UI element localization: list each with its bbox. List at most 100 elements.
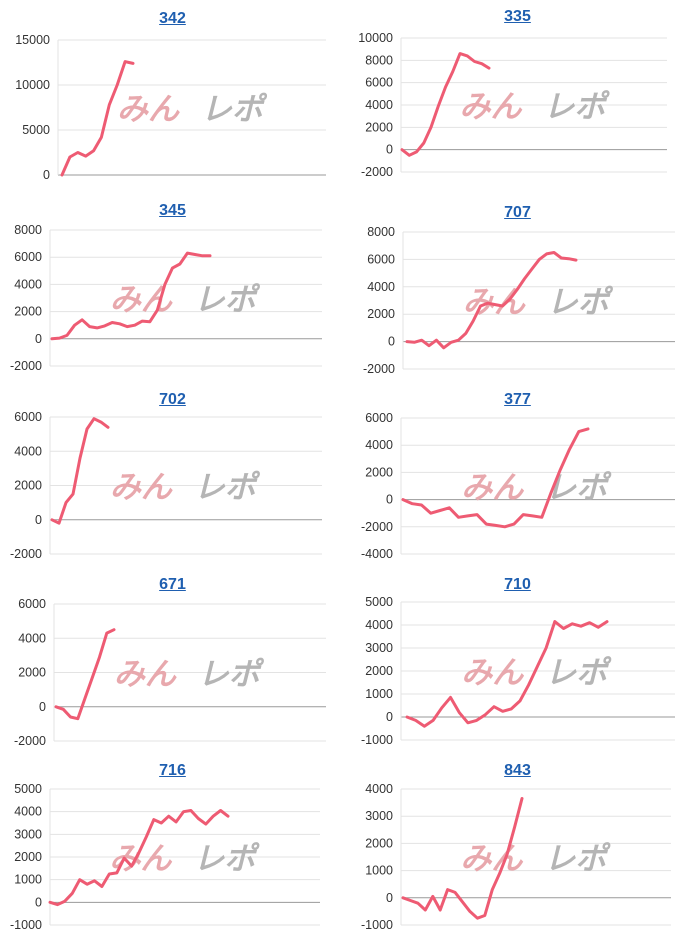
y-tick-label: 2000 [365,836,393,850]
y-tick-label: 8000 [365,53,393,67]
series-line [405,620,609,728]
y-tick-label: 1000 [14,873,42,887]
watermark-logo-red: みん [114,657,177,693]
chart-panel-335: 335 -2000 0 2000 4000 6000 8000 10000 みん レポ [345,8,690,193]
watermark-logo-gray: レポ [544,89,611,125]
watermark-logo-gray: レポ [194,282,261,318]
y-tick-label: 0 [35,895,42,909]
y-tick-label: 0 [386,493,393,507]
chart-plot: -2000 0 2000 4000 6000 8000 10000 みん レポ [358,31,667,179]
watermark-logo-red: みん [117,92,180,128]
chart-panel-671: 671 -2000 0 2000 4000 6000 みん レポ [0,576,345,761]
y-tick-label: -2000 [10,359,42,373]
y-tick-label: 2000 [14,850,42,864]
y-tick-label: 0 [35,513,42,527]
series-line [405,251,578,350]
y-tick-label: 6000 [14,410,42,424]
y-tick-label: -2000 [361,165,393,179]
chart-title-link[interactable]: 342 [159,10,186,27]
y-tick-label: -1000 [361,918,393,932]
watermark-logo-red: みん [461,470,524,506]
chart-title-link[interactable]: 335 [504,8,531,25]
chart-title-link[interactable]: 671 [159,576,186,593]
series-line [60,60,135,177]
y-tick-label: 5000 [365,595,393,609]
y-tick-label: 0 [35,332,42,346]
series-line [50,251,212,341]
chart-plot: -2000 0 2000 4000 6000 みん レポ [10,410,322,561]
y-tick-label: -2000 [363,362,395,376]
series-line [401,427,590,529]
y-tick-label: 2000 [18,666,46,680]
watermark-logo-gray: レポ [545,470,612,506]
chart-plot: -1000 0 1000 2000 3000 4000 みん レポ [361,782,671,932]
chart-plot: -4000 -2000 0 2000 4000 6000 みん レポ [361,411,675,561]
chart-panel-843: 843 -1000 0 1000 2000 3000 4000 みん レポ [345,762,690,947]
series-line [54,628,116,721]
y-tick-label: -1000 [361,733,393,747]
y-tick-label: 0 [386,143,393,157]
y-tick-label: 5000 [14,782,42,796]
series-line [48,809,230,907]
y-tick-label: 4000 [365,438,393,452]
y-tick-label: 6000 [365,411,393,425]
chart-panel-710: 710 -1000 0 1000 2000 3000 4000 5000 みん レポ [345,576,690,761]
y-tick-label: 4000 [365,618,393,632]
y-tick-label: 1000 [365,687,393,701]
y-tick-label: 10000 [15,78,50,92]
y-tick-label: 8000 [14,223,42,237]
y-tick-label: 4000 [365,98,393,112]
chart-title-link[interactable]: 843 [504,762,531,779]
chart-title-link[interactable]: 377 [504,391,531,408]
y-tick-label: 4000 [367,280,395,294]
watermark-logo-red: みん [460,841,523,877]
watermark-logo-gray: レポ [544,841,611,877]
y-tick-label: 0 [386,891,393,905]
y-tick-label: 2000 [14,479,42,493]
chart-plot: 0 5000 10000 15000 みん レポ [15,33,326,182]
y-tick-label: -2000 [361,520,393,534]
series-line [400,52,491,157]
chart-title-link[interactable]: 716 [159,762,186,779]
y-tick-label: -1000 [10,918,42,932]
y-tick-label: 0 [39,700,46,714]
y-tick-label: 0 [388,335,395,349]
chart-panel-707: 707 -2000 0 2000 4000 6000 8000 みん レポ [345,204,690,389]
chart-title-link[interactable]: 702 [159,391,186,408]
y-tick-label: 8000 [367,225,395,239]
y-tick-label: -2000 [10,547,42,561]
y-tick-label: 2000 [14,305,42,319]
y-tick-label: 3000 [14,827,42,841]
series-line [50,417,110,525]
y-tick-label: 2000 [367,307,395,321]
watermark-logo-red: みん [110,470,173,506]
y-tick-label: 2000 [365,664,393,678]
watermark-logo-gray: レポ [198,657,265,693]
y-tick-label: 6000 [14,250,42,264]
y-tick-label: 6000 [365,76,393,90]
series-line [401,797,524,920]
y-tick-label: 0 [43,168,50,182]
chart-panel-342: 342 0 5000 10000 15000 みん レポ [0,10,345,195]
chart-title-link[interactable]: 707 [504,204,531,221]
chart-plot: -1000 0 1000 2000 3000 4000 5000 みん レポ [361,595,675,747]
chart-title-link[interactable]: 710 [504,576,531,593]
y-tick-label: 5000 [22,123,50,137]
watermark-logo-gray: レポ [547,285,614,321]
y-tick-label: 2000 [365,465,393,479]
y-tick-label: 4000 [14,805,42,819]
chart-panel-345: 345 -2000 0 2000 4000 6000 8000 みん レポ [0,202,345,387]
watermark-logo-gray: レポ [193,841,260,877]
y-tick-label: 3000 [365,641,393,655]
watermark-logo-gray: レポ [545,655,612,691]
watermark-logo-red: みん [461,655,524,691]
y-tick-label: -2000 [14,734,46,748]
chart-title-link[interactable]: 345 [159,202,186,219]
chart-panel-702: 702 -2000 0 2000 4000 6000 みん レポ [0,391,345,576]
watermark-logo-gray: レポ [201,92,268,128]
chart-panel-716: 716 -1000 0 1000 2000 3000 4000 5000 みん レポ [0,762,345,947]
y-tick-label: 4000 [18,631,46,645]
